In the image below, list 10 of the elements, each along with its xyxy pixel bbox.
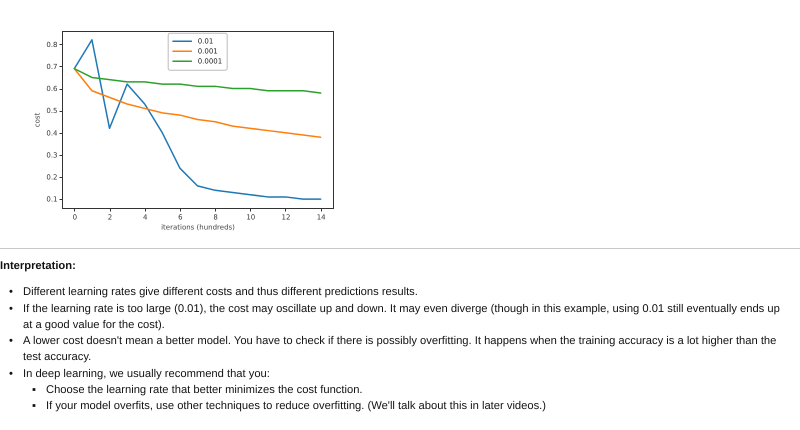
text: • A lower cost doesn't mean a better model. You have to check if there is possibly overfitting. It happens when the training accuracy is a lot higher than the test accuracy.	[9, 334, 776, 364]
text: • In deep learning, we usually recommend that you:	[9, 366, 270, 382]
text: Interpretation:	[0, 259, 77, 274]
line-series	[74, 68, 322, 94]
text: ▪ If your model overfits, use other techniques to reduce overfitting. (We'll talk about this in later videos.)	[32, 399, 546, 414]
text: • Different learning rates give different costs and thus different predictions results.	[9, 285, 418, 300]
text: • If the learning rate is too large (0.01), the cost may oscillate up and down. It may even diverge (though in this example, using 0.01 still eventually ends up at a good value for the cost).	[9, 302, 780, 331]
line-series	[74, 68, 322, 138]
line-series	[74, 39, 322, 200]
text: ▪ Choose the learning rate that better minimizes the cost function.	[32, 383, 363, 398]
